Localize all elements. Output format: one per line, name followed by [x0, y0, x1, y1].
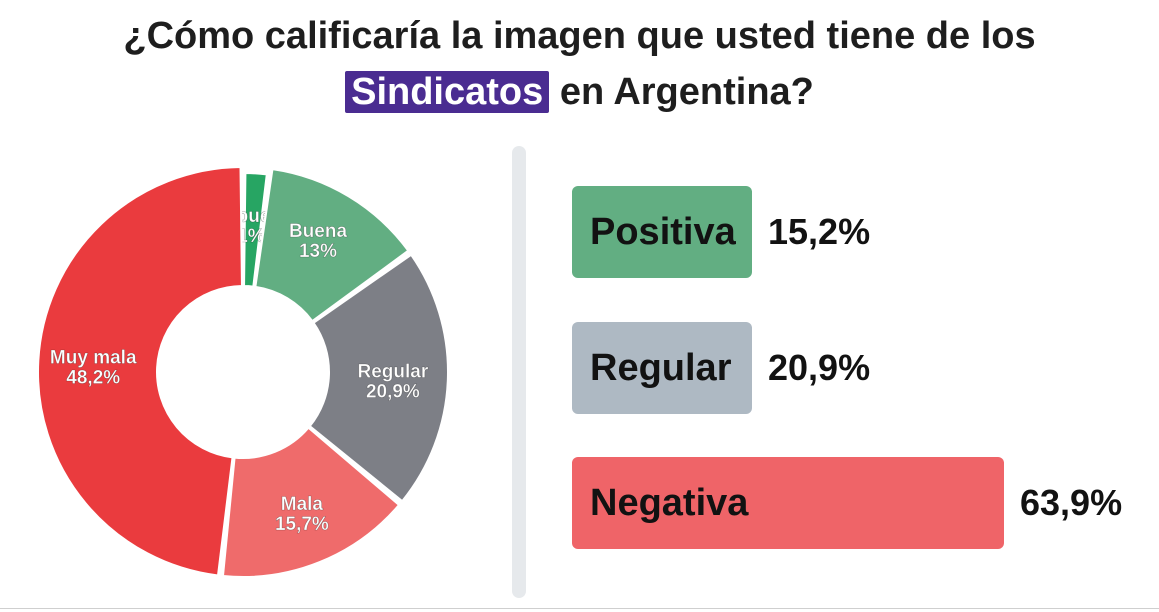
title-line-1: ¿Cómo calificaría la imagen que usted ti… — [123, 15, 1036, 57]
bar-value-negativa: 63,9% — [1020, 482, 1123, 523]
slice-value-buena: 13% — [299, 241, 337, 262]
slice-label-muy-mala: Muy mala — [50, 348, 137, 369]
title-line-2-rest: en Argentina? — [559, 71, 814, 113]
bar-value-regular: 20,9% — [768, 347, 871, 388]
slice-value-muy-mala: 48,2% — [66, 368, 120, 389]
bar-label-negativa: Negativa — [590, 481, 749, 524]
donut-slice-mala — [221, 426, 401, 578]
bar-regular: Regular — [572, 322, 752, 414]
bar-label-regular: Regular — [590, 346, 732, 389]
donut-slice-muy-buena — [243, 172, 268, 288]
title-highlight: Sindicatos — [345, 71, 550, 113]
bottom-rule — [0, 608, 1159, 609]
donut-slice-muy-mala — [37, 166, 243, 577]
divider — [512, 146, 526, 598]
slice-value-regular: 20,9% — [366, 381, 420, 402]
slice-label-mala: Mala — [281, 494, 324, 515]
title-line-2: Sindicatos en Argentina? — [0, 64, 1159, 120]
donut-slice-regular — [308, 253, 449, 503]
bar-value-positiva: 15,2% — [768, 211, 871, 252]
slice-value-mala: 15,7% — [275, 514, 329, 535]
donut-slice-buena — [254, 168, 410, 323]
bar-negativa: Negativa — [572, 457, 1004, 549]
bar-label-positiva: Positiva — [590, 210, 736, 253]
slice-label-buena: Buena — [289, 221, 348, 242]
bar-positiva: Positiva — [572, 186, 752, 278]
chart-title: ¿Cómo calificaría la imagen que usted ti… — [0, 8, 1159, 120]
slice-label-regular: Regular — [358, 361, 429, 382]
